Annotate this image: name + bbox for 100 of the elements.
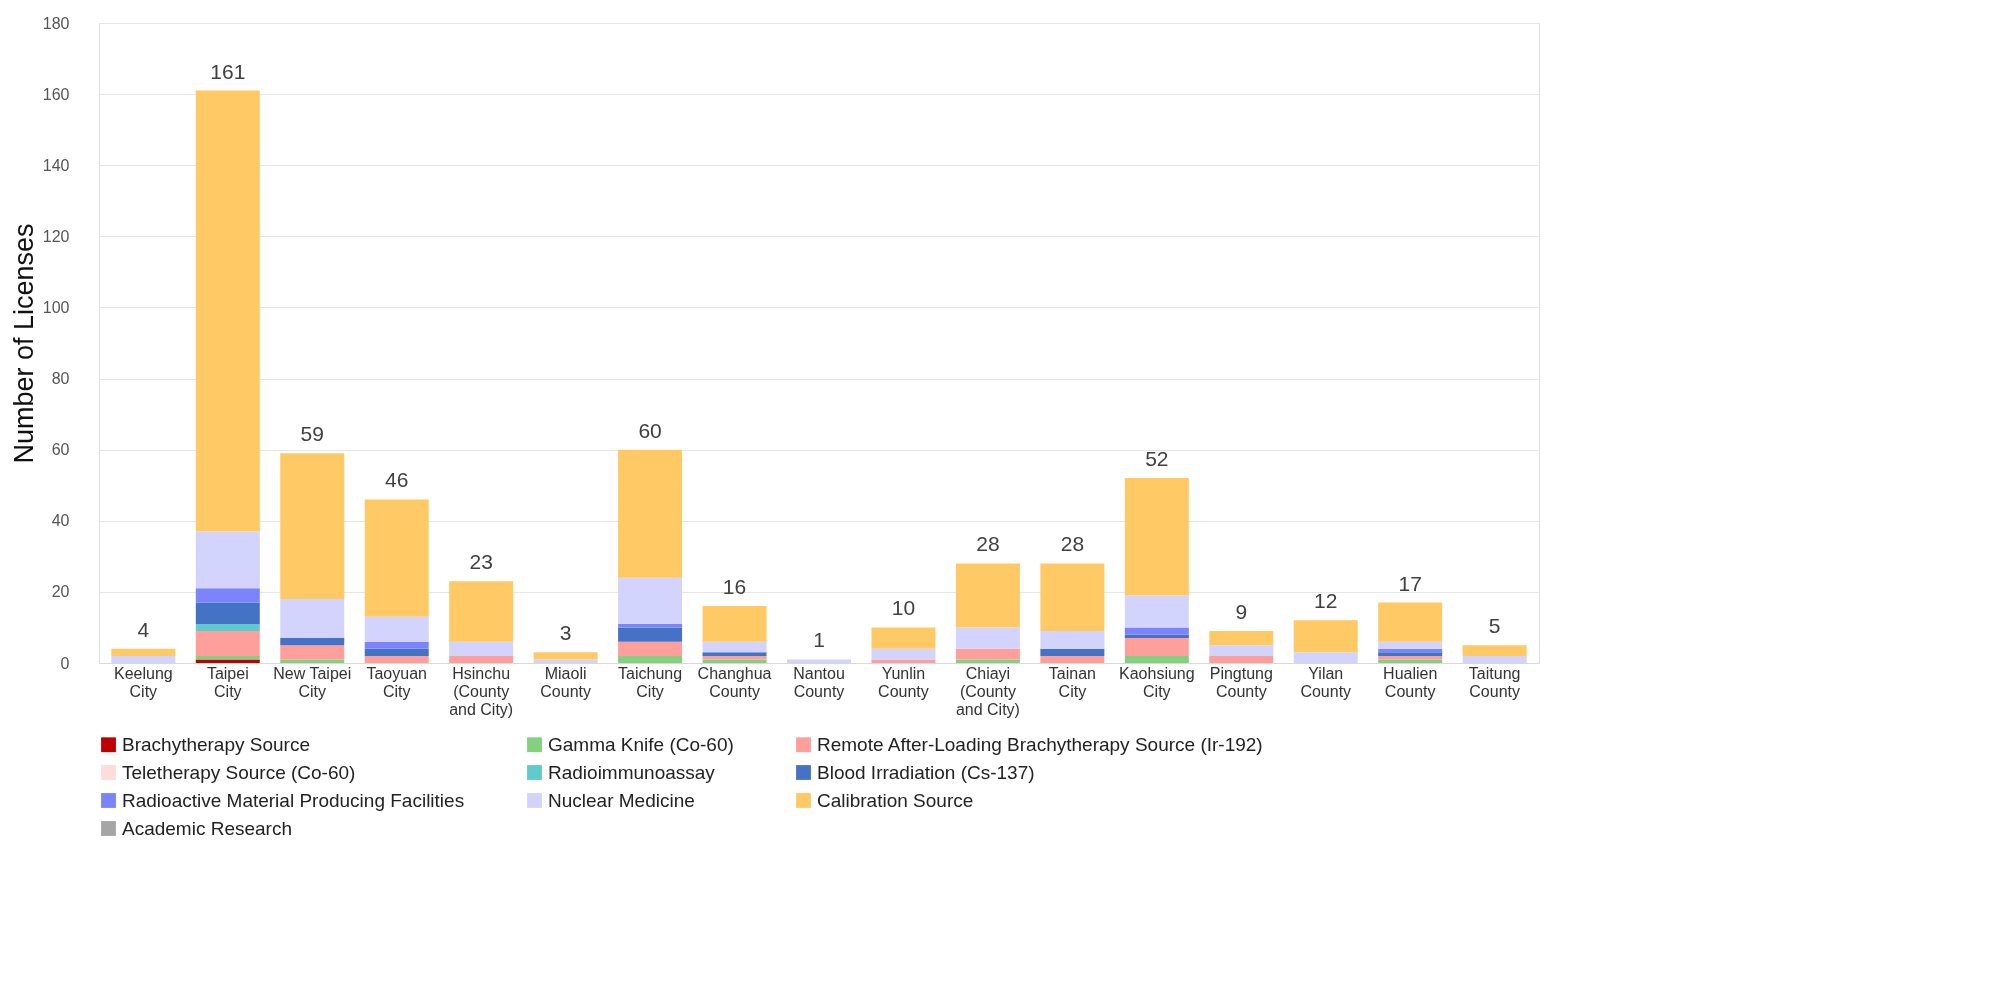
x-tick-label: New Taipei City (273, 664, 352, 700)
x-tick-label: Taoyuan City (366, 664, 427, 700)
bar (280, 645, 345, 660)
bar (955, 659, 1020, 663)
bar (955, 648, 1020, 660)
bar (364, 648, 429, 656)
legend-label: Calibration Source (817, 789, 974, 811)
total-label: 9 (1235, 600, 1248, 623)
total-label: 28 (976, 532, 1000, 556)
bar (1293, 620, 1358, 653)
total-label: 28 (1060, 532, 1085, 556)
x-tick-label: Pingtung County (1209, 664, 1273, 700)
bar (871, 627, 936, 649)
legend-label: Remote After-Loading Brachytherapy Source (Ir-192) (817, 733, 1263, 755)
bar (1124, 478, 1189, 596)
bar (1293, 652, 1358, 663)
x-tick-label: Hualien County (1383, 664, 1438, 700)
bar (195, 90, 260, 532)
bar (1462, 655, 1527, 663)
x-tick-label: Nantou County (793, 664, 845, 700)
y-tick-label: 80 (51, 370, 70, 388)
bar (111, 655, 176, 663)
legend-label: Gamma Knife (Co-60) (548, 733, 734, 755)
bar (702, 652, 767, 656)
bar (618, 449, 683, 578)
bar (364, 655, 429, 663)
y-axis-title: Number of Licenses (8, 223, 39, 464)
y-tick-label: 180 (42, 14, 70, 32)
bar (195, 623, 260, 631)
total-label: 23 (469, 550, 493, 574)
bar (1040, 563, 1105, 631)
bar (1124, 655, 1189, 663)
y-tick-label: 160 (42, 85, 70, 103)
bar (195, 531, 260, 589)
bar (618, 655, 683, 663)
bar (195, 631, 260, 656)
bar (1040, 648, 1105, 656)
legend-label: Radioimmunoassay (548, 761, 716, 783)
bar (111, 648, 176, 656)
bar (280, 453, 345, 599)
total-label: 4 (137, 617, 150, 641)
bar (195, 588, 260, 603)
x-tick-label: Yilan County (1300, 664, 1352, 700)
bar (1124, 595, 1189, 628)
bar (533, 659, 598, 663)
bar (871, 648, 936, 660)
x-tick-label: Chiayi (County and City) (955, 664, 1020, 718)
bar (280, 638, 345, 646)
total-label: 52 (1145, 447, 1169, 471)
bar (702, 606, 767, 642)
total-label: 16 (722, 575, 747, 599)
bar (449, 641, 514, 656)
bar (280, 659, 345, 663)
legend-label: Nuclear Medicine (548, 789, 695, 811)
y-tick-label: 120 (42, 227, 70, 245)
bar (1040, 631, 1105, 649)
bar (1040, 655, 1105, 663)
x-tick-label: Taichung City (618, 664, 683, 700)
total-label: 17 (1398, 571, 1422, 595)
y-tick-label: 100 (42, 298, 70, 316)
bar (364, 616, 429, 642)
x-tick-label: Taipei City (206, 664, 249, 700)
bar (280, 599, 345, 639)
y-tick-label: 140 (42, 156, 70, 174)
bar (1124, 627, 1189, 635)
total-label: 1 (813, 628, 825, 652)
bar (364, 641, 429, 649)
y-tick-label: 20 (51, 583, 70, 601)
bar (364, 499, 429, 617)
bar (871, 659, 936, 663)
bar (195, 602, 260, 624)
bar (618, 577, 683, 624)
x-tick-label: Tainan City (1048, 664, 1096, 700)
total-label: 3 (559, 621, 572, 645)
bar (787, 659, 851, 663)
total-label: 161 (210, 59, 246, 83)
x-tick-label: Changhua County (697, 664, 772, 700)
legend-label: Academic Research (122, 817, 293, 839)
bar (449, 655, 514, 663)
x-tick-label: Taitung County (1468, 664, 1521, 700)
y-tick-label: 60 (51, 441, 70, 459)
bar (1124, 638, 1189, 656)
bar (1209, 631, 1274, 646)
total-label: 60 (638, 418, 662, 442)
bar (702, 641, 767, 653)
bar (1378, 659, 1443, 663)
bar (955, 627, 1020, 649)
bar (1378, 602, 1443, 642)
total-label: 10 (891, 596, 916, 620)
y-tick-label: 40 (51, 512, 70, 530)
bar (618, 641, 683, 656)
bar (449, 581, 514, 642)
total-label: 12 (1314, 589, 1338, 613)
total-label: 5 (1488, 614, 1501, 638)
x-tick-label: Hsinchu (County and City) (449, 664, 514, 718)
bar (702, 659, 767, 663)
bar (1378, 641, 1443, 649)
y-tick-label: 0 (60, 654, 70, 672)
total-label: 59 (300, 422, 324, 446)
bar (1378, 652, 1443, 656)
